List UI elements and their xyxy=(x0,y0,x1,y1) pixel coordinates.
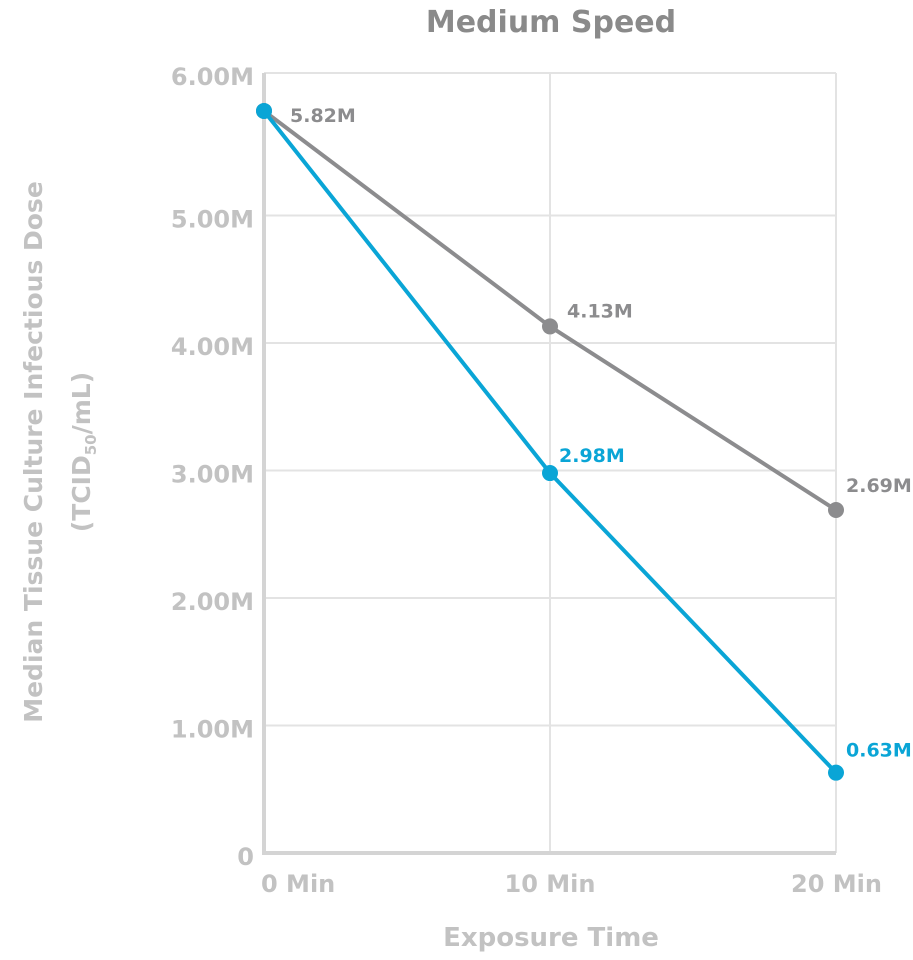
y-axis-title-suffix: /mL) xyxy=(67,372,96,435)
y-axis-title-line1: Median Tissue Culture Infectious Dose xyxy=(19,181,48,723)
y-tick-label: 1.00M xyxy=(171,716,254,744)
y-tick-label: 6.00M xyxy=(171,63,254,91)
y-axis-title-prefix: (TCID xyxy=(67,455,96,532)
data-label: 4.13M xyxy=(567,300,633,322)
chart-title: Medium Speed xyxy=(426,5,676,40)
data-label: 5.82M xyxy=(290,105,356,127)
x-tick-label: 20 Min xyxy=(791,870,882,898)
y-axis-title: Median Tissue Culture Infectious Dose (T… xyxy=(19,181,100,723)
data-label: 2.69M xyxy=(846,475,912,497)
y-tick-label: 4.00M xyxy=(171,333,254,361)
data-label: 2.98M xyxy=(559,445,625,467)
grid-lines xyxy=(264,72,837,853)
x-tick-label: 0 Min xyxy=(261,870,335,898)
y-axis-title-line2: (TCID50/mL) xyxy=(67,372,100,532)
y-axis-title-subscript: 50 xyxy=(82,434,100,455)
data-label: 0.63M xyxy=(846,740,912,762)
y-tick-label: 5.00M xyxy=(171,206,254,234)
y-tick-labels: 0 1.00M 2.00M 3.00M 4.00M 5.00M 6.00M xyxy=(171,63,254,871)
axes xyxy=(262,73,836,855)
x-tick-labels: 0 Min 10 Min 20 Min xyxy=(261,870,882,898)
x-tick-label: 10 Min xyxy=(505,870,596,898)
data-point xyxy=(542,318,558,335)
data-point xyxy=(828,502,844,519)
y-tick-label: 2.00M xyxy=(171,588,254,616)
y-tick-label: 0 xyxy=(237,843,254,871)
series-lines xyxy=(256,102,844,781)
data-point xyxy=(828,764,844,781)
y-tick-label: 3.00M xyxy=(171,461,254,489)
data-point xyxy=(256,102,272,119)
data-point xyxy=(542,465,558,482)
data-labels: 5.82M 4.13M 2.69M 2.98M 0.63M xyxy=(290,105,912,762)
x-axis-title: Exposure Time xyxy=(443,923,659,953)
